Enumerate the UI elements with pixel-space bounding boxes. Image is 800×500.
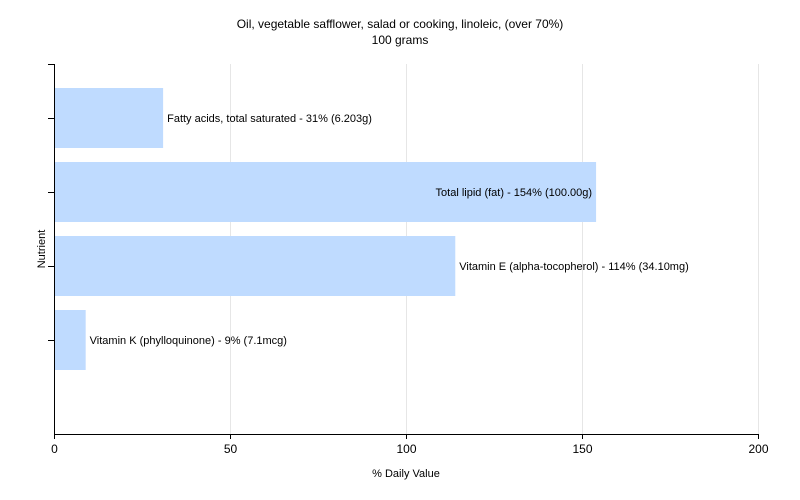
x-tick-label: 200 (748, 442, 768, 456)
data-label: Vitamin E (alpha-tocopherol) - 114% (34.… (459, 261, 689, 273)
data-label: Vitamin K (phylloquinone) - 9% (7.1mcg) (90, 335, 287, 347)
x-tick-label: 0 (51, 442, 58, 456)
x-axis-label: % Daily Value (372, 468, 440, 480)
bar (54, 236, 456, 296)
bar (54, 310, 86, 370)
chart-subtitle: 100 grams (372, 33, 429, 47)
x-tick-label: 150 (572, 442, 592, 456)
y-axis-label: Nutrient (36, 230, 48, 269)
x-tick-label: 100 (396, 442, 416, 456)
bar (54, 88, 164, 148)
data-label: Total lipid (fat) - 154% (100.00g) (436, 187, 593, 199)
bars (54, 88, 597, 370)
data-label: Fatty acids, total saturated - 31% (6.20… (167, 113, 372, 125)
axes: 0 50 100 150 200 (48, 64, 769, 456)
data-labels: Fatty acids, total saturated - 31% (6.20… (90, 113, 689, 347)
bar (54, 162, 597, 222)
chart-title: Oil, vegetable safflower, salad or cooki… (237, 17, 564, 31)
x-tick-label: 50 (224, 442, 238, 456)
